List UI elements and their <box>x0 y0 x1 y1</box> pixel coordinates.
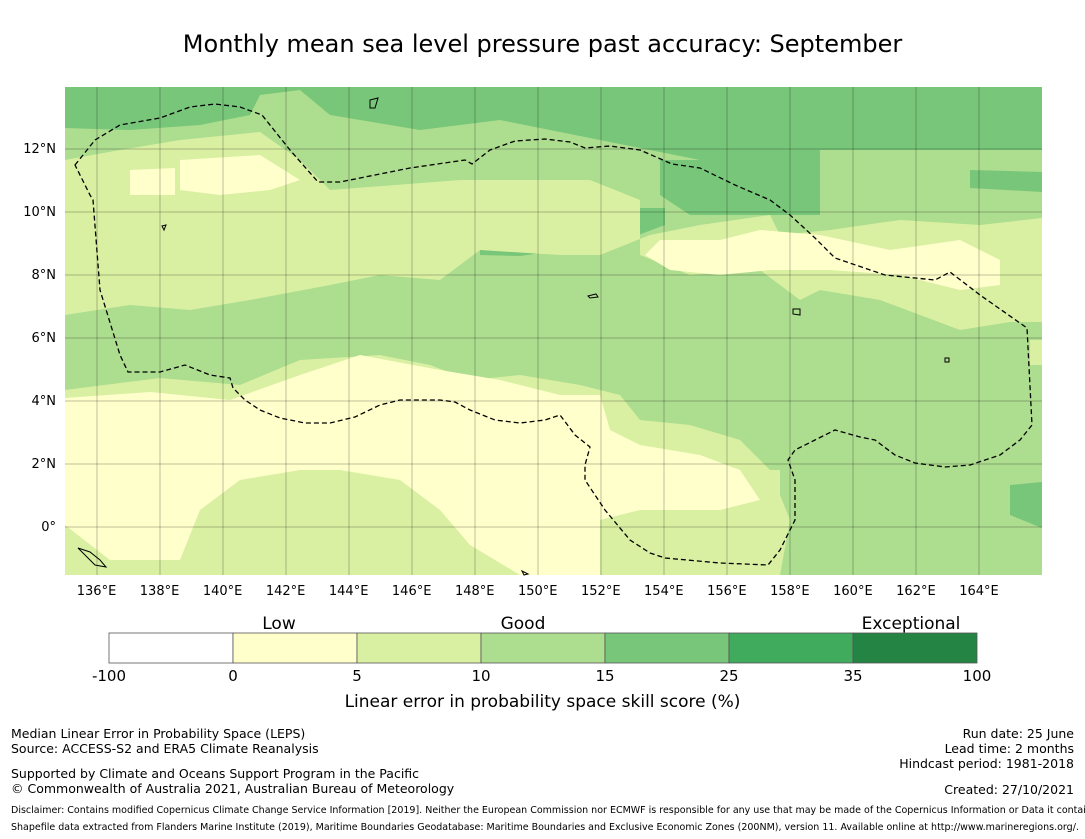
colorbar-category-good: Good <box>500 614 546 634</box>
colorbar-tick-label: 100 <box>962 667 992 685</box>
hindcast-period: Hindcast period: 1981-2018 <box>899 756 1074 771</box>
x-tick-label: 148°E <box>454 584 495 599</box>
x-tick-label: 156°E <box>707 584 747 599</box>
y-tick-label: 10°N <box>23 204 56 220</box>
footer-right: Run date: 25 June Lead time: 2 months Hi… <box>899 726 1074 771</box>
x-tick-label: 150°E <box>517 584 558 599</box>
x-tick-label: 162°E <box>896 584 936 599</box>
colorbar <box>108 632 978 664</box>
colorbar-segment <box>852 632 978 664</box>
y-tick-label: 12°N <box>23 141 56 157</box>
colorbar-segment <box>480 632 606 664</box>
colorbar-tick-label: 25 <box>719 667 739 685</box>
colorbar-tick-label: 35 <box>843 667 863 685</box>
lead-time: Lead time: 2 months <box>944 741 1074 756</box>
colorbar-segment <box>604 632 730 664</box>
colorbar-tick-label: -100 <box>91 667 127 685</box>
footer-left-support: Supported by Climate and Oceans Support … <box>11 766 454 796</box>
y-tick-label: 6°N <box>31 330 57 346</box>
x-tick-label: 158°E <box>770 584 810 599</box>
x-tick-label: 136°E <box>76 584 117 599</box>
colorbar-segment <box>356 632 482 664</box>
run-date: Run date: 25 June <box>962 726 1074 741</box>
x-tick-label: 146°E <box>391 584 432 599</box>
footer-support: Supported by Climate and Oceans Support … <box>11 766 420 781</box>
disclaimer-copernicus: Disclaimer: Contains modified Copernicus… <box>11 805 1085 816</box>
y-tick-label: 0° <box>41 519 56 535</box>
x-tick-label: 164°E <box>959 584 999 599</box>
disclaimer-shapefile: Shapefile data extracted from Flanders M… <box>11 822 1079 833</box>
x-tick-label: 154°E <box>644 584 684 599</box>
colorbar-tick-label: 0 <box>228 667 238 685</box>
colorbar-segment <box>728 632 854 664</box>
x-tick-label: 152°E <box>581 584 621 599</box>
chart-title: Monthly mean sea level pressure past acc… <box>182 30 903 58</box>
footer-left: Median Linear Error in Probability Space… <box>11 726 319 756</box>
footer-source: Source: ACCESS-S2 and ERA5 Climate Reana… <box>11 741 319 756</box>
x-tick-label: 142°E <box>265 584 306 599</box>
map-gridlines <box>65 87 1042 575</box>
x-tick-label: 140°E <box>202 584 243 599</box>
colorbar-tick-label: 15 <box>595 667 615 685</box>
footer-leps: Median Linear Error in Probability Space… <box>11 726 306 741</box>
colorbar-tick-label: 10 <box>471 667 491 685</box>
colorbar-label: Linear error in probability space skill … <box>344 692 741 712</box>
islands <box>77 97 950 576</box>
x-tick-label: 138°E <box>139 584 180 599</box>
x-tick-label: 144°E <box>328 584 369 599</box>
colorbar-segment <box>108 632 234 664</box>
y-tick-label: 8°N <box>31 267 57 283</box>
y-tick-label: 4°N <box>31 393 57 409</box>
y-tick-label: 2°N <box>31 456 57 472</box>
eez-boundary <box>74 103 1033 566</box>
colorbar-category-low: Low <box>262 614 296 634</box>
map-panel <box>65 87 1042 576</box>
colorbar-tick-label: 5 <box>352 667 362 685</box>
x-tick-label: 160°E <box>833 584 873 599</box>
colorbar-category-exceptional: Exceptional <box>861 614 961 634</box>
skill-region-0-5 <box>65 155 1000 575</box>
created-date: Created: 27/10/2021 <box>944 782 1074 797</box>
colorbar-segment <box>232 632 358 664</box>
footer-copyright: © Commonwealth of Australia 2021, Austra… <box>11 781 455 796</box>
